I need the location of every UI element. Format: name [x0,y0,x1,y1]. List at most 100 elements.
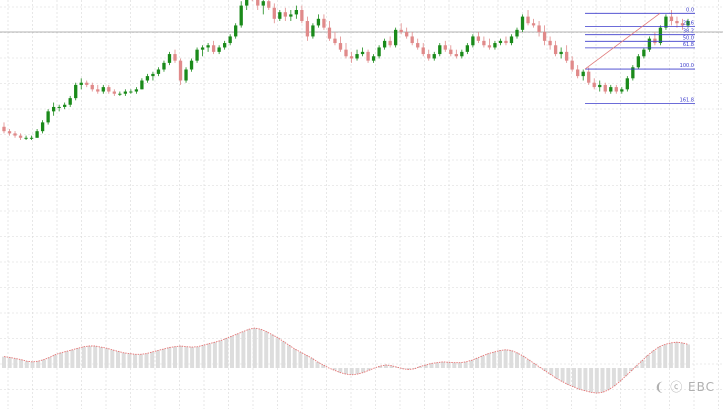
candle-body [614,87,618,92]
candle [283,7,287,22]
candle [344,43,348,59]
candle-body [283,12,287,17]
candle-body [537,25,541,33]
candle-body [432,54,436,59]
candle-body [278,12,282,19]
candle-body [195,49,199,61]
candle-body [68,98,72,105]
candle [382,38,387,50]
candle [349,51,354,63]
candle-body [680,23,685,26]
candle-body [482,40,486,46]
candle [631,65,635,81]
candle-body [206,45,210,48]
candle-body [344,49,348,57]
candle-body [465,45,470,52]
candle [526,10,530,26]
candle [289,10,293,22]
candle-body [349,56,354,59]
candle [559,47,563,59]
candle-body [156,69,161,74]
candle [90,82,94,92]
candle-body [40,122,45,132]
candle [509,34,514,46]
candle-body [686,21,690,26]
candle [57,104,61,112]
candle [542,25,547,46]
candle [454,49,458,59]
oscillator-signal-line [3,327,689,394]
candle [101,84,105,94]
candle [151,71,155,81]
candle [195,47,199,63]
candle-body [393,29,398,46]
candle-body [18,135,23,138]
candle [548,36,552,50]
candle [184,67,188,83]
candle-body [421,47,425,55]
candle [24,135,28,140]
candle-body [382,40,387,48]
candle [576,65,580,79]
candle [564,45,569,63]
candle-body [636,56,641,68]
fib-level-label: 0.0 [686,7,694,13]
candle [29,135,34,140]
candle-body [454,54,458,57]
candle-body [316,18,321,26]
candle [118,91,122,96]
candle-body [443,45,447,50]
candle [449,45,453,57]
candle-body [559,51,563,55]
candle-body [631,67,635,79]
candle-body [261,1,265,6]
fib-level-label: 100.0 [680,63,694,69]
candle [531,18,536,28]
candle [245,0,249,10]
candle [675,16,679,28]
fib-level-label: 61.8 [683,42,694,48]
candle-body [211,45,216,52]
candle [680,18,685,30]
candle-body [564,51,569,61]
candle [570,56,574,72]
candle-body [63,104,67,107]
fib-level-label: 50.0 [683,35,694,41]
candle [504,36,508,46]
candle [267,0,271,10]
candle [234,23,238,39]
candle-body [29,137,34,139]
candle-body [669,16,674,22]
candle-body [57,106,61,108]
candle-body [134,89,139,92]
candle-body [360,51,365,55]
fib-level-label: 38.2 [683,29,694,35]
candle-body [256,0,260,6]
candle [96,84,100,94]
candle [636,54,641,70]
candle [642,47,646,59]
candle [432,51,436,61]
candle [603,82,607,94]
candle [200,45,205,57]
candle-body [371,56,376,61]
candle-body [658,27,663,44]
candle-body [405,32,409,37]
candle-body [107,87,111,92]
candle [228,34,232,46]
candle-body [96,89,100,92]
candle-body [520,16,525,30]
candle [305,16,310,41]
candle [366,49,370,63]
candle-body [664,16,668,28]
candle-body [178,60,183,81]
candle [388,36,392,48]
candle [79,78,83,90]
candle-body [267,1,271,8]
candle [51,102,56,116]
fib-trend-line [584,12,661,70]
candle [520,14,525,33]
candle [327,21,332,41]
candle [74,82,78,101]
candle [553,40,558,57]
